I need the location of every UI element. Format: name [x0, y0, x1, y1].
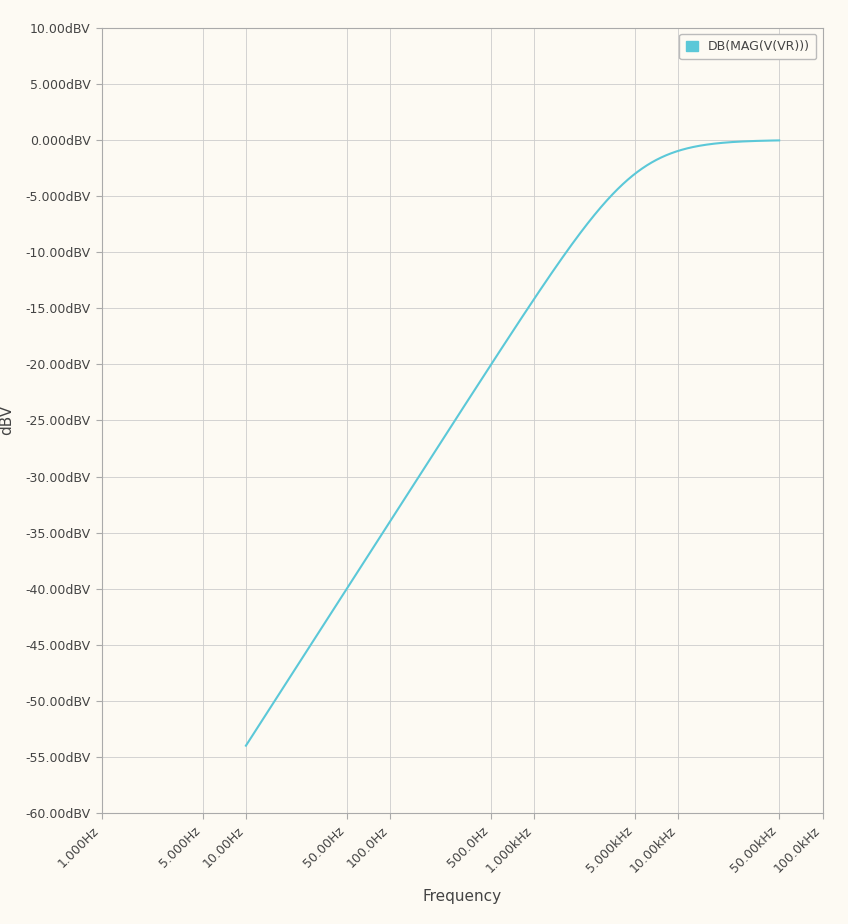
Legend: DB(MAG(V(VR))): DB(MAG(V(VR))) — [679, 34, 817, 59]
Y-axis label: dBV: dBV — [0, 406, 14, 435]
X-axis label: Frequency: Frequency — [422, 889, 502, 904]
